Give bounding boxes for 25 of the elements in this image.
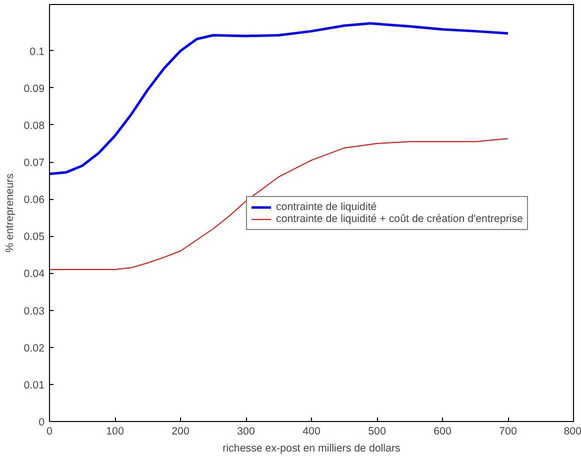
y-tick-label: 0.07 xyxy=(24,157,45,170)
y-tick-label: 0.04 xyxy=(24,268,45,280)
y-tick-label: 0.1 xyxy=(30,46,45,58)
line-series xyxy=(50,22,510,176)
y-tick-label: 0.03 xyxy=(24,305,45,318)
x-tick-label: 700 xyxy=(499,426,517,438)
x-tick-label: 400 xyxy=(302,426,320,438)
y-tick-label: 0.08 xyxy=(24,120,45,132)
x-tick-label: 100 xyxy=(106,426,124,438)
y-tick-label: 0.05 xyxy=(24,231,45,244)
x-axis-title: richesse ex-post en milliers de dollars xyxy=(222,442,400,454)
x-tick-label: 500 xyxy=(368,426,386,438)
x-tick-label: 200 xyxy=(172,426,190,438)
legend-label: contrainte de liquidité xyxy=(276,200,377,212)
y-tick-label: 0.09 xyxy=(24,82,45,95)
y-axis-title: % entrepreneurs xyxy=(4,174,16,252)
y-tick-label: 0.01 xyxy=(24,379,45,392)
y-tick-label: 0.02 xyxy=(24,342,45,354)
x-tick-label: 300 xyxy=(237,426,255,438)
legend-label: contrainte de liquidité + coût de création d'entreprise xyxy=(276,212,523,224)
x-tick-label: 0 xyxy=(46,426,53,438)
x-tick-label: 600 xyxy=(434,426,452,438)
y-tick-label: 0 xyxy=(38,416,45,428)
y-tick-label: 0.06 xyxy=(24,194,45,206)
x-tick-label: 800 xyxy=(564,426,581,438)
